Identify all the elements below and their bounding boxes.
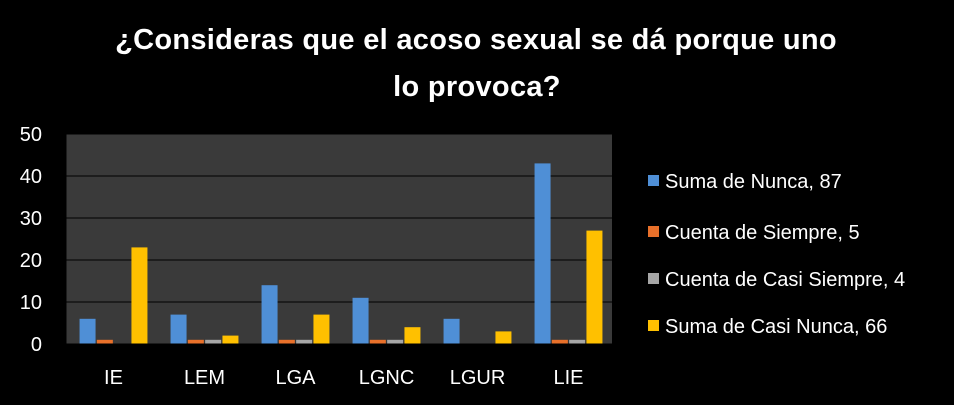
bar-lga-suma-de-nunca-87 (261, 285, 278, 344)
bar-lem-cuenta-de-casi-siempre-4 (205, 339, 222, 344)
bar-lie-cuenta-de-casi-siempre-4 (569, 339, 586, 344)
y-tick-label-20: 20 (20, 250, 42, 272)
legend-swatch-cuenta-de-siempre (648, 226, 659, 238)
bar-ie-suma-de-casi-nunca-66 (131, 247, 148, 344)
bar-ie-suma-de-nunca-87 (79, 318, 96, 344)
legend-label-suma-de-nunca: Suma de Nunca, 87 (665, 171, 842, 193)
bar-ie-cuenta-de-siempre-5 (96, 339, 113, 344)
bar-lga-cuenta-de-siempre-5 (278, 339, 295, 344)
legend-item-cuenta-de-casi-siempre: Cuenta de Casi Siempre, 4 (648, 268, 905, 292)
chart-title-line-2: lo provoca? (393, 71, 561, 103)
legend-label-suma-de-casi-nunca: Suma de Casi Nunca, 66 (665, 316, 888, 338)
x-tick-label-lgnc: LGNC (359, 367, 415, 389)
bar-lie-cuenta-de-siempre-5 (551, 339, 568, 344)
bar-lgnc-cuenta-de-casi-siempre-4 (387, 339, 404, 344)
bar-lgur-suma-de-casi-nunca-66 (495, 331, 512, 344)
legend-swatch-suma-de-casi-nunca (648, 320, 659, 332)
legend-label-cuenta-de-casi-siempre: Cuenta de Casi Siempre, 4 (665, 269, 906, 291)
legend-item-cuenta-de-siempre: Cuenta de Siempre, 5 (648, 221, 860, 245)
bar-lgnc-suma-de-nunca-87 (352, 297, 369, 344)
x-tick-label-lie: LIE (553, 367, 583, 389)
y-tick-label-40: 40 (20, 166, 42, 188)
y-tick-label-0: 0 (31, 334, 42, 356)
x-tick-label-lga: LGA (275, 367, 316, 389)
legend-item-suma-de-nunca: Suma de Nunca, 87 (648, 170, 842, 194)
bar-lem-cuenta-de-siempre-5 (187, 339, 204, 344)
bar-lgnc-suma-de-casi-nunca-66 (404, 327, 421, 344)
bar-lem-suma-de-casi-nunca-66 (222, 335, 239, 344)
bar-lgnc-cuenta-de-siempre-5 (369, 339, 386, 344)
bar-lie-suma-de-casi-nunca-66 (586, 230, 603, 344)
x-tick-label-lgur: LGUR (450, 367, 506, 389)
chart-title-line-1: ¿Consideras que el acoso sexual se dá po… (115, 24, 837, 56)
bar-lga-suma-de-casi-nunca-66 (313, 314, 330, 344)
bar-lem-suma-de-nunca-87 (170, 314, 187, 344)
y-tick-label-10: 10 (20, 292, 42, 314)
legend-label-cuenta-de-siempre: Cuenta de Siempre, 5 (665, 222, 860, 244)
y-tick-label-30: 30 (20, 208, 42, 230)
legend-swatch-suma-de-nunca (648, 175, 659, 187)
bar-lgur-suma-de-nunca-87 (443, 318, 460, 344)
legend-item-suma-de-casi-nunca: Suma de Casi Nunca, 66 (648, 315, 887, 339)
plot-area (66, 134, 612, 344)
bar-lie-suma-de-nunca-87 (534, 163, 551, 344)
x-tick-label-ie: IE (104, 367, 123, 389)
bar-lga-cuenta-de-casi-siempre-4 (296, 339, 313, 344)
legend-swatch-cuenta-de-casi-siempre (648, 273, 659, 285)
y-tick-label-50: 50 (20, 124, 42, 146)
x-tick-label-lem: LEM (184, 367, 225, 389)
